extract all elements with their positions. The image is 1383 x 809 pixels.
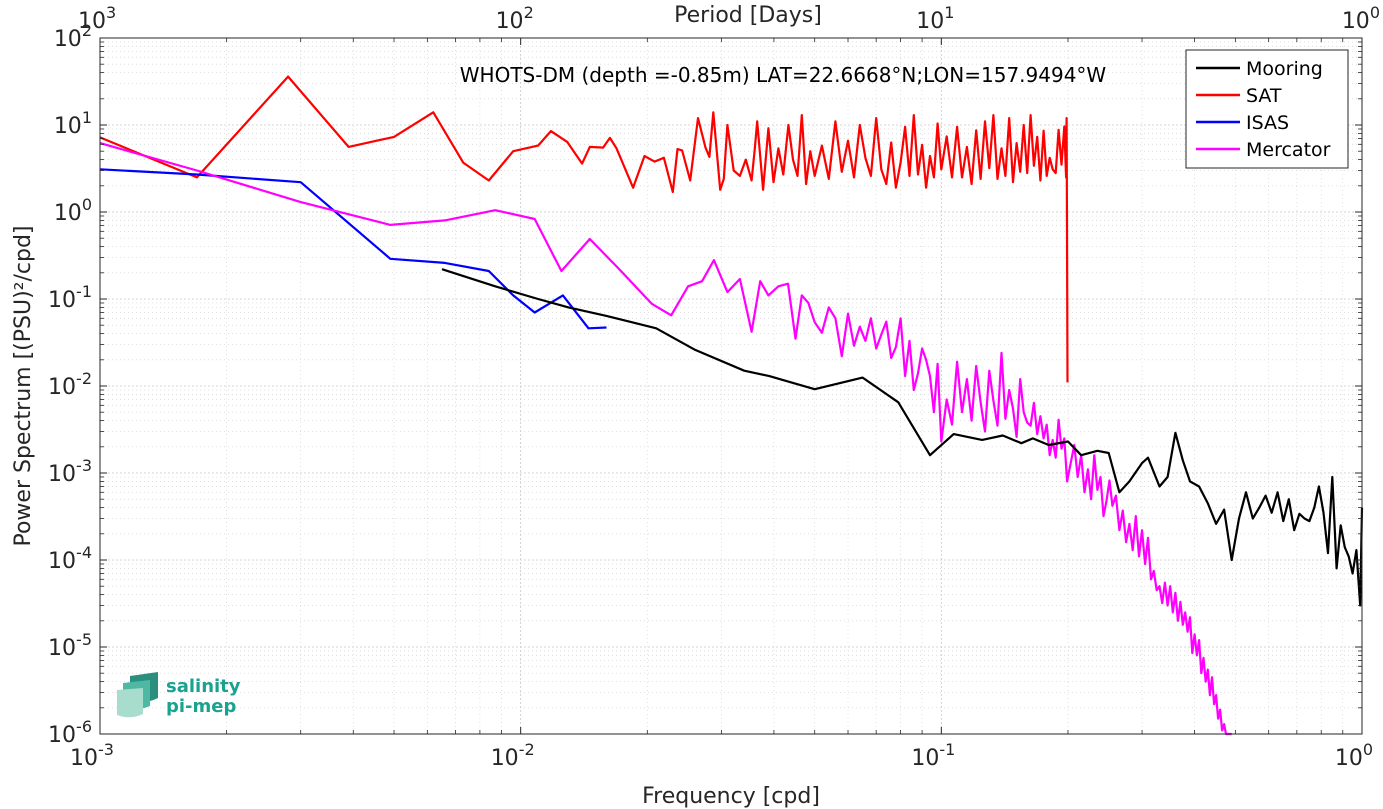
top-tick-label: 103 [78, 3, 116, 34]
series-line-isas [99, 168, 607, 330]
y-tick-labels: 10-6 10-5 10-4 10-3 10-2 10-1 100 101 102 [48, 21, 92, 748]
y-tick-label: 10-2 [48, 369, 92, 400]
top-tick-label: 100 [1342, 3, 1380, 34]
y-tick-label: 102 [54, 21, 92, 52]
series-line-sat [99, 75, 1069, 383]
x-axis-title: Frequency [cpd] [642, 784, 820, 809]
top-tick-label: 102 [496, 3, 534, 34]
salinity-pi-mep-logo: salinity pi-mep [117, 672, 241, 718]
x-tick-label: 10-2 [491, 740, 535, 771]
y-tick-label: 10-4 [48, 543, 92, 574]
x-tick-labels: 10-3 10-2 10-1 100 [70, 740, 1373, 771]
logo-text-salinity: salinity [166, 676, 241, 697]
series-layer [99, 75, 1364, 736]
y-tick-label: 10-1 [48, 282, 92, 313]
x-tick-label: 10-3 [70, 740, 114, 771]
logo-text-pimep: pi-mep [166, 696, 236, 717]
logo-wave-front [117, 688, 143, 718]
top-axis-title: Period [Days] [674, 3, 822, 28]
x-tick-label: 10-1 [911, 740, 955, 771]
series-line-mooring [441, 268, 1364, 607]
series-line-mercator [99, 142, 1232, 736]
chart-title: WHOTS-DM (depth =-0.85m) LAT=22.6668°N;L… [460, 63, 1107, 87]
legend-label-mooring: Mooring [1246, 58, 1323, 80]
y-tick-label: 10-5 [48, 630, 92, 661]
y-tick-label: 100 [54, 195, 92, 226]
legend-label-sat: SAT [1246, 85, 1282, 107]
top-tick-label: 101 [916, 3, 954, 34]
legend-label-mercator: Mercator [1246, 139, 1331, 161]
y-tick-label: 10-6 [48, 717, 92, 748]
legend: Mooring SAT ISAS Mercator [1185, 49, 1349, 169]
axis-ticks [99, 37, 1363, 735]
legend-label-isas: ISAS [1246, 112, 1289, 134]
top-tick-labels: 103 102 101 100 [78, 3, 1380, 34]
y-axis-title: Power Spectrum [(PSU)²/cpd] [11, 225, 36, 546]
y-tick-label: 10-3 [48, 456, 92, 487]
y-tick-label: 101 [54, 108, 92, 139]
x-tick-label: 100 [1335, 740, 1373, 771]
